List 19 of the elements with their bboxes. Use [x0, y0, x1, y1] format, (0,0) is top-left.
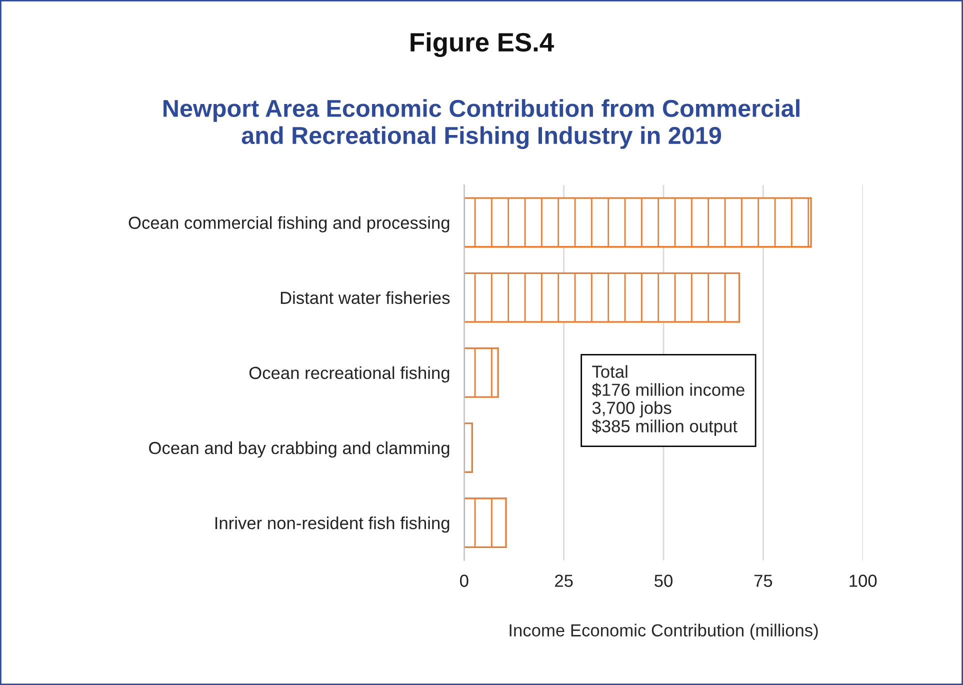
y-tick-label: Ocean and bay crabbing and clamming: [149, 441, 450, 458]
chart-title: Figure ES.4: [410, 32, 554, 57]
bar: [464, 498, 507, 548]
x-tick-label: 0: [460, 574, 468, 587]
y-tick-label: Inriver non-resident fish fishing: [215, 516, 450, 533]
x-axis-title: Income Economic Contribution (millions): [510, 624, 818, 640]
annotation: Total $176 million income 3,700 jobs $385 million output: [592, 365, 744, 436]
y-tick-label: Ocean commercial fishing and processing: [128, 216, 450, 232]
x-tick-label: 75: [754, 574, 772, 587]
bar: [464, 422, 473, 473]
y-tick-label: Ocean recreational fishing: [249, 366, 450, 383]
bar: [464, 197, 812, 248]
x-tick-label: 25: [555, 574, 573, 587]
bar: [464, 347, 499, 398]
chart-subtitle: Newport Area Economic Contribution from Commercial and Recreational Fishing Industry in 2019: [164, 99, 800, 149]
bar: [464, 272, 740, 323]
x-tick-label: 50: [654, 574, 672, 587]
y-tick-label: Distant water fisheries: [280, 291, 450, 304]
x-tick-label: 100: [850, 574, 877, 587]
